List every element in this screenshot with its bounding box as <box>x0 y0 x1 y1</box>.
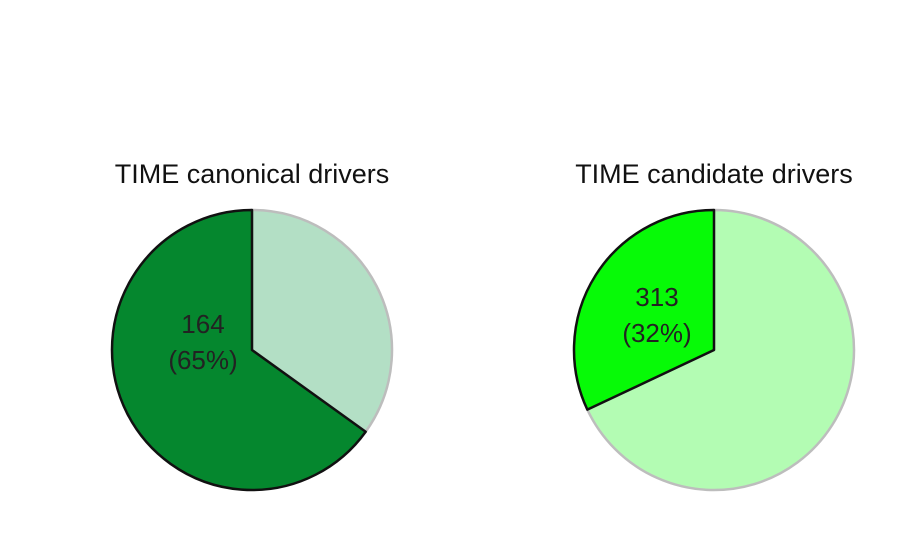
canonical-drivers-percent-label: (65%) <box>168 345 237 375</box>
candidate-drivers-percent-label: (32%) <box>622 318 691 348</box>
candidate-drivers-slice-1 <box>585 208 856 492</box>
canonical-drivers-slice-1 <box>250 208 394 434</box>
candidate-drivers-slice-0 <box>572 208 716 411</box>
candidate-drivers-pie-chart: TIME candidate drivers 313 (32%) <box>572 159 856 492</box>
candidate-drivers-slices <box>572 208 856 492</box>
canonical-drivers-slices <box>110 208 394 492</box>
canonical-drivers-slice-0 <box>110 208 367 492</box>
candidate-drivers-title: TIME candidate drivers <box>575 159 853 189</box>
canonical-drivers-title: TIME canonical drivers <box>115 159 390 189</box>
canonical-drivers-value-label: 164 <box>181 309 224 339</box>
candidate-drivers-value-label: 313 <box>635 282 678 312</box>
canonical-drivers-pie-chart: TIME canonical drivers 164 (65%) <box>110 159 394 492</box>
